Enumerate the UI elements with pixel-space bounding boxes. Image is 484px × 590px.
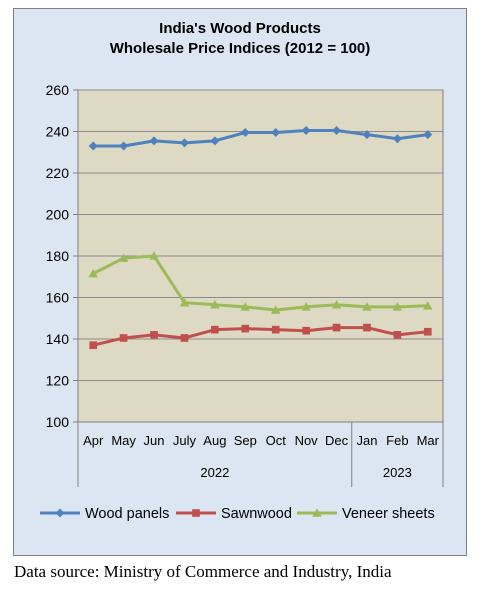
veneer-sheets-point: [270, 305, 281, 314]
chart-title: India's Wood Products: [159, 20, 321, 37]
wood-panels-point: [88, 141, 98, 151]
veneer-sheets-point: [240, 302, 251, 311]
veneer-sheets-point: [392, 302, 403, 311]
data-source-note: Data source: Ministry of Commerce and In…: [14, 562, 392, 581]
x-tick-label: July: [173, 433, 197, 448]
veneer-sheets-point: [88, 268, 98, 278]
sawnwood-point: [119, 334, 128, 342]
veneer-sheets-point: [423, 301, 433, 310]
sawnwood-point: [271, 325, 280, 334]
sawnwood-point: [241, 324, 250, 333]
veneer-sheets-line: [92, 254, 428, 312]
y-tick-label: 140: [46, 331, 70, 347]
sawnwood-point: [180, 334, 189, 342]
x-tick-label: Jan: [356, 433, 377, 448]
year-group-label: 2023: [383, 465, 412, 480]
sawnwood-line: [92, 326, 428, 347]
wood-panels-legend-label: Wood panels: [85, 506, 169, 522]
veneer-sheets-legend-marker: [312, 508, 322, 517]
sawnwood-point: [211, 325, 219, 334]
wood-panels-point: [210, 136, 220, 146]
veneer-sheets-point: [179, 297, 190, 307]
sawnwood-point: [423, 327, 432, 336]
wood-panels-point: [362, 130, 372, 140]
x-tick-label: May: [111, 433, 136, 448]
sawnwood-point: [393, 331, 402, 339]
sawnwood-point: [150, 331, 158, 339]
sawnwood-legend-marker: [192, 509, 200, 517]
x-tick-label: Feb: [386, 433, 408, 448]
wood-panels-point: [301, 125, 311, 135]
y-tick-label: 220: [46, 165, 70, 181]
sawnwood-point: [89, 341, 98, 350]
wood-panels-line: [93, 128, 428, 148]
sawnwood-point: [363, 323, 371, 332]
wood-panels-point: [332, 125, 342, 135]
wood-panels-point: [423, 130, 433, 140]
wood-panels-point: [271, 128, 281, 138]
veneer-sheets-point: [210, 300, 220, 309]
wood-panels-point: [392, 134, 402, 144]
x-tick-label: Oct: [266, 433, 287, 448]
veneer-sheets-legend-label: Veneer sheets: [342, 506, 435, 522]
x-tick-label: Aug: [203, 433, 226, 448]
x-tick-label: Nov: [295, 433, 319, 448]
wood-panels-point: [240, 128, 250, 138]
y-tick-label: 180: [46, 248, 70, 264]
x-tick-label: Apr: [83, 433, 104, 448]
y-tick-label: 240: [46, 124, 70, 140]
sawnwood-legend-label: Sawnwood: [221, 506, 292, 522]
wood-panels-point: [119, 141, 129, 151]
x-tick-label: Jun: [144, 433, 165, 448]
veneer-sheets-point: [331, 300, 342, 309]
veneer-sheets-point: [149, 251, 159, 260]
veneer-sheets-point: [301, 302, 311, 311]
sawnwood-point: [332, 323, 341, 332]
y-tick-label: 260: [46, 82, 70, 98]
year-group-label: 2022: [200, 465, 229, 480]
x-tick-label: Sep: [234, 433, 257, 448]
wood-panels-point: [149, 136, 159, 146]
veneer-sheets-point: [118, 253, 129, 262]
y-tick-label: 120: [46, 373, 70, 389]
chart-subtitle: Wholesale Price Indices (2012 = 100): [109, 40, 371, 57]
y-tick-label: 100: [46, 414, 70, 430]
y-tick-label: 160: [46, 290, 70, 306]
x-tick-label: Mar: [417, 433, 440, 448]
sawnwood-point: [302, 326, 310, 335]
wood-panels-legend-marker: [55, 508, 65, 518]
wood-panels-point: [179, 138, 189, 148]
y-tick-label: 200: [46, 207, 70, 223]
veneer-sheets-point: [362, 302, 372, 311]
x-tick-label: Dec: [325, 433, 349, 448]
